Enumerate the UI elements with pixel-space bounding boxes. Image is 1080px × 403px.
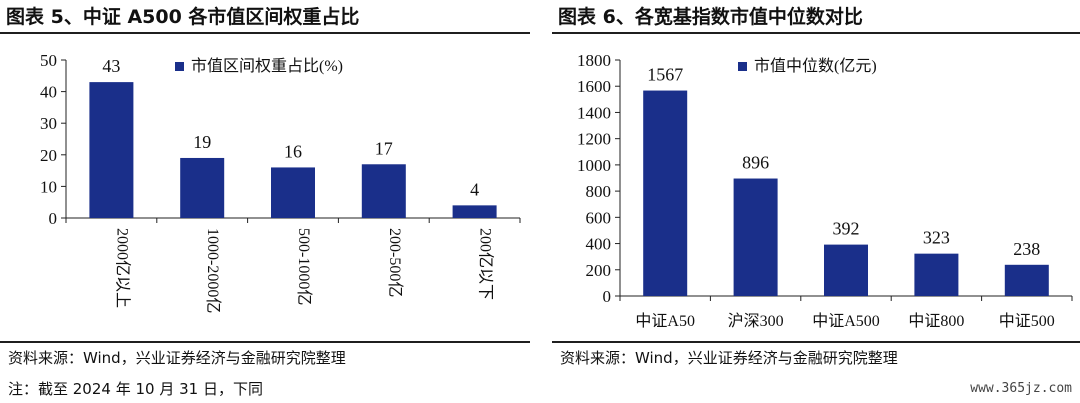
source-divider (0, 341, 530, 343)
y-tick-label: 1000 (577, 156, 611, 175)
title-divider (552, 32, 1080, 34)
data-label: 17 (375, 138, 393, 158)
bar (733, 178, 778, 296)
data-label: 392 (833, 219, 860, 239)
y-tick-label: 20 (40, 146, 57, 165)
x-tick-label: 200-500亿 (386, 228, 404, 297)
x-tick-label: 中证500 (999, 312, 1055, 330)
left-chart-panel: 图表 5、中证 A500 各市值区间权重占比 0 10 20 30 40 50 43 2000… (0, 0, 530, 375)
footnote: 注：截至 2024 年 10 月 31 日，下同 (8, 380, 263, 398)
right-chart-panel: 图表 6、各宽基指数市值中位数对比 0 200 400 600 800 1000 1200 1… (552, 0, 1080, 375)
legend-label: 市值中位数(亿元) (754, 57, 877, 75)
y-tick-label: 400 (586, 235, 612, 254)
y-tick-label: 600 (586, 208, 612, 227)
x-tick-label: 2000亿以上 (113, 228, 131, 308)
data-label: 323 (923, 228, 950, 248)
bar (914, 253, 959, 296)
data-label: 16 (284, 141, 302, 161)
data-label: 896 (742, 153, 769, 173)
bar (1004, 264, 1049, 296)
chart-title: 图表 5、中证 A500 各市值区间权重占比 (6, 6, 360, 28)
chart-title: 图表 6、各宽基指数市值中位数对比 (558, 6, 863, 28)
bar (89, 82, 134, 218)
data-label: 43 (102, 56, 120, 76)
y-tick-label: 200 (586, 261, 612, 280)
legend-swatch (175, 62, 184, 71)
bar (180, 157, 225, 218)
x-tick-label: 500-1000亿 (295, 228, 313, 305)
watermark: www.365jz.com (970, 381, 1072, 396)
title-divider (0, 32, 530, 34)
y-tick-label: 50 (40, 51, 57, 70)
y-tick-label: 0 (49, 209, 58, 228)
x-tick-label: 中证A500 (812, 312, 880, 330)
bar (361, 164, 406, 218)
x-tick-label: 200亿以下 (477, 228, 495, 300)
source-text: 资料来源：Wind，兴业证券经济与金融研究院整理 (560, 349, 898, 367)
y-tick-label: 10 (40, 177, 57, 196)
legend-swatch (738, 62, 747, 71)
y-tick-label: 1600 (577, 77, 611, 96)
source-divider (552, 341, 1080, 343)
x-tick-label: 沪深300 (728, 312, 784, 330)
y-tick-label: 1400 (577, 103, 611, 122)
data-label: 19 (193, 132, 211, 152)
bar (643, 90, 688, 296)
x-tick-label: 中证A50 (635, 312, 695, 330)
y-tick-label: 30 (40, 114, 57, 133)
y-tick-label: 1200 (577, 130, 611, 149)
x-tick-label: 1000-2000亿 (204, 228, 222, 313)
bar (824, 244, 868, 296)
data-label: 1567 (647, 65, 683, 85)
bar (452, 205, 497, 218)
bar (271, 167, 315, 218)
data-label: 4 (470, 179, 479, 199)
weight-share-bar-chart: 0 10 20 30 40 50 43 2000亿以上 19 1000-2000亿 16 500-10… (40, 51, 521, 313)
source-text: 资料来源：Wind，兴业证券经济与金融研究院整理 (8, 349, 346, 367)
y-tick-label: 1800 (577, 51, 611, 70)
x-tick-label: 中证800 (908, 312, 964, 330)
y-tick-label: 800 (586, 182, 612, 201)
data-label: 238 (1013, 239, 1040, 259)
y-tick-label: 0 (603, 287, 612, 306)
y-tick-label: 40 (40, 83, 57, 102)
median-market-cap-bar-chart: 0 200 400 600 800 1000 1200 1400 1600 1800 1567 中证A… (577, 51, 1073, 330)
legend-label: 市值区间权重占比(%) (191, 57, 343, 75)
